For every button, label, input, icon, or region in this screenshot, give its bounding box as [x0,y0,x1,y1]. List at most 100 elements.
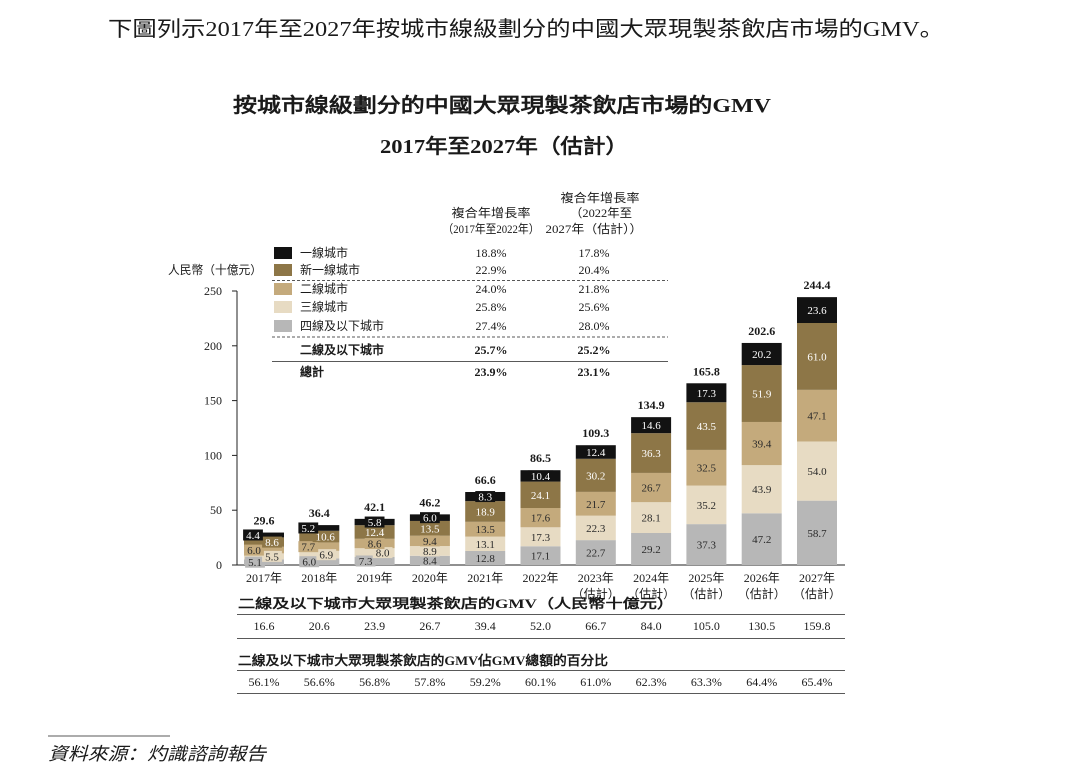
x-label-2023: 2023年 [578,571,614,585]
bar-label-tier2-2023: 21.7 [586,499,606,511]
bar-label-tier1-2026: 20.2 [752,349,771,361]
bar-segment-new-tier1-2021 [465,501,506,522]
legend-swatch-new-tier1 [274,264,292,276]
bar-segment-tier4-below-2021 [465,550,506,565]
bar-label-tier2-2024: 26.7 [641,483,661,495]
bar-label-bg-tier3-2019 [372,547,393,559]
bar-segment-tier1-2018 [299,525,340,531]
total-label-2022: 86.5 [530,451,551,465]
bar-label-tier4-below-2026: 47.2 [752,534,771,546]
bar-label-bg-tier2-2019 [364,538,385,550]
y-tick-label: 100 [204,448,222,462]
bar-segment-tier3-2024 [631,502,672,533]
bar-label-tier4-below-2017: 5.1 [248,557,262,569]
bar-segment-tier1-2027 [797,297,837,324]
total-label-2021: 66.6 [475,473,496,487]
bar-label-tier4-below-2021: 12.8 [476,553,496,565]
y-tick-label: 250 [204,284,222,298]
table-cell-row1: 20.6 [309,619,330,633]
bar-label-tier3-2025: 35.2 [697,500,716,512]
legend: 一線城市 18.8% 17.8% 新一線城市 22.9% 20.4% 二線城市 24.0% 21… [274,245,611,379]
bar-label-tier3-2023: 22.3 [586,523,606,535]
cagr-value-tier3-2022-2027: 25.6% [579,300,610,314]
bar-label-tier3-2026: 43.9 [752,484,772,496]
bar-label-tier3-2018: 6.9 [319,550,333,562]
x-label-2022: 2022年 [522,571,558,585]
x-label-2027: 2027年 [799,571,835,585]
total-label-2023: 109.3 [582,426,609,440]
table-cell-row1: 26.7 [419,619,440,633]
bar-segment-tier4-below-2022 [520,546,561,565]
bar-segment-new-tier1-2027 [797,323,837,390]
cagr-headers: 複合年增長率 （2017年至2022年） 複合年增長率 （2022年至 2027… [443,190,643,236]
total-label-2026: 202.6 [748,324,775,338]
bar-label-new-tier1-2021: 18.9 [476,506,496,518]
bar-label-bg-tier2-2020 [420,535,440,547]
total-label-2025: 165.8 [693,364,720,378]
table-cell-row1: 52.0 [530,619,551,633]
table-cell-row2: 59.2% [470,675,501,689]
aggregate-label-tier2-and-below: 二線及以下城市 [300,342,384,357]
total-label-2018: 36.4 [309,506,330,520]
bar-segment-tier2-2025 [686,449,727,486]
legend-label-new-tier1: 新一線城市 [300,262,360,277]
x-label-2026: 2026年 [744,571,780,585]
bar-label-bg-new-tier1-2017 [262,536,282,548]
bar-segment-tier1-2026 [741,342,782,366]
bar-label-bg-tier1-2019 [364,516,385,528]
bar-segment-tier2-2027 [797,389,837,442]
chart-subtitle: 2017年至2027年（估計） [380,134,628,158]
bar-label-new-tier1-2019: 12.4 [365,527,385,539]
bar-label-tier1-2018: 5.2 [301,523,315,535]
legend-swatch-tier1 [274,247,292,259]
bar-label-tier4-below-2022: 17.1 [531,551,550,563]
legend-label-tier2: 二線城市 [300,281,348,296]
bar-segment-tier3-2021 [465,536,506,551]
bar-label-bg-tier3-2017 [262,550,282,562]
y-tick-label: 200 [204,339,222,353]
bar-segment-tier2-2021 [465,521,506,537]
bar-label-bg-tier1-2018 [298,522,319,534]
table-row-2-title: 二線及以下城市大眾現製茶飲店的GMV佔GMV總額的百分比 [238,653,608,668]
bar-segment-tier3-2025 [686,485,727,525]
bar-label-new-tier1-2018: 10.6 [316,532,336,544]
bar-label-tier3-2019: 8.0 [376,548,390,560]
bar-segment-tier2-2018 [299,542,340,551]
table-cell-row1: 159.8 [804,619,831,633]
cagr-header-2022-2027-line1: 複合年增長率 [561,190,640,205]
bar-segment-tier1-2017 [244,532,284,538]
bar-segment-tier1-2024 [631,417,672,434]
cagr-value-tier1-2017-2022: 18.8% [476,246,507,260]
total-label-2024: 134.9 [638,398,665,412]
table-cell-row2: 60.1% [525,675,556,689]
bar-label-bg-tier1-2022 [527,470,554,482]
bar-label-bg-tier4-below-2017 [245,556,265,568]
bar-segment-tier3-2022 [520,527,561,547]
cagr-value-new-tier1-2022-2027: 20.4% [579,263,610,277]
bar-label-tier3-2020: 8.9 [423,546,437,558]
bar-label-bg-tier3-2020 [420,545,440,557]
cagr-value-tier4-below-2022-2027: 28.0% [579,319,610,333]
bar-label-tier2-2019: 8.6 [368,539,382,551]
bar-label-tier2-2026: 39.4 [752,439,772,451]
cagr-value-tier3-2017-2022: 25.8% [476,300,507,314]
x-label-note-2024: （估計） [627,586,675,601]
bar-segment-tier2-2024 [631,472,672,503]
bar-label-new-tier1-2025: 43.5 [697,421,717,433]
bar-label-tier4-below-2020: 8.4 [423,555,437,567]
table-cell-row2: 65.4% [802,675,833,689]
table-cell-row2: 61.0% [580,675,611,689]
bar-label-tier3-2021: 13.1 [476,539,495,551]
y-axis-ticks: 0 50 100 150 200 250 [204,284,237,572]
total-label-2017: 29.6 [254,514,275,528]
bar-segment-new-tier1-2024 [631,433,672,473]
cagr-value-tier4-below-2017-2022: 27.4% [476,319,507,333]
x-label-note-2026: （估計） [738,586,786,601]
x-label-2020: 2020年 [412,571,448,585]
chart-title: 按城市線級劃分的中國大眾現製茶飲店市場的GMV [233,93,772,117]
y-axis-label: 人民幣（十億元） [168,263,262,277]
cagr-value-new-tier1-2017-2022: 22.9% [476,263,507,277]
cagr-value-total-2017-2022: 23.9% [475,365,508,379]
cagr-header-2022-2027-line2: （2022年至 [570,206,632,220]
